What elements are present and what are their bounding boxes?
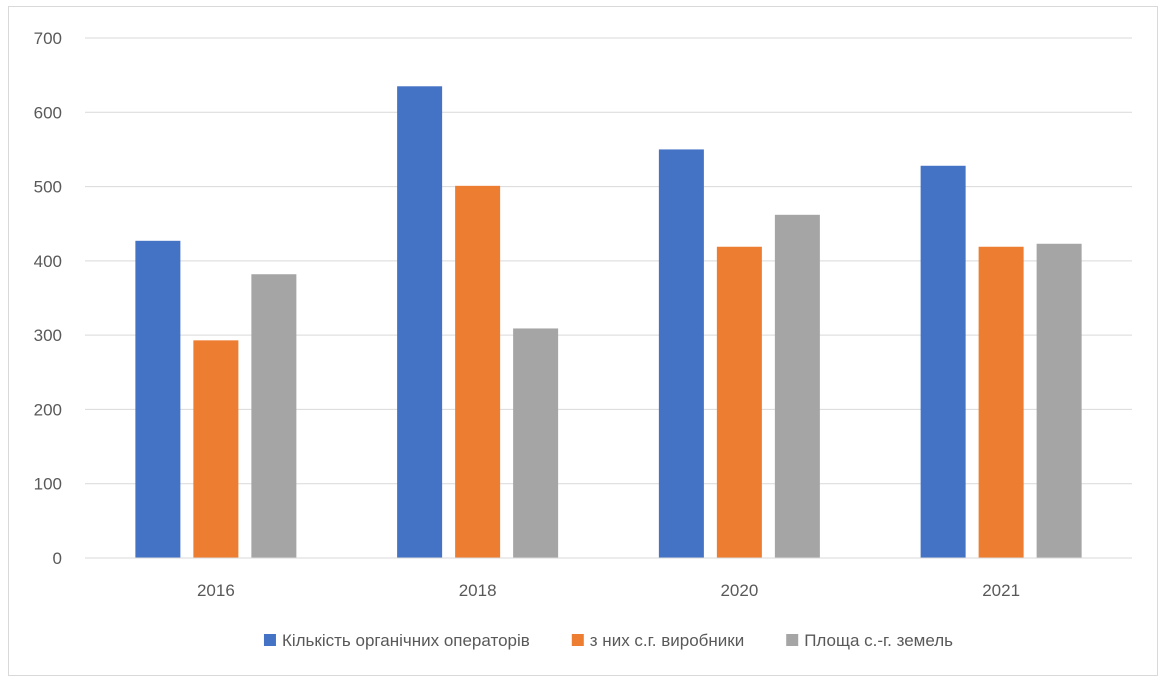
bar-2018-series-1 (397, 86, 443, 559)
y-tick-label: 600 (34, 103, 62, 122)
bar-2016-series-3 (251, 274, 297, 558)
x-tick-label: 2021 (982, 581, 1020, 600)
legend: Кількість органічних операторів з них с.г… (263, 631, 953, 650)
x-tick-label: 2016 (197, 581, 235, 600)
bar-2016-series-2 (193, 340, 239, 558)
bars (135, 86, 1082, 559)
x-tick-label: 2020 (720, 581, 758, 600)
y-tick-label: 400 (34, 252, 62, 271)
legend-swatch (263, 634, 276, 646)
y-tick-label: 100 (34, 475, 62, 494)
bar-2016-series-1 (135, 240, 181, 559)
bar-2021-series-3 (1036, 243, 1082, 558)
legend-item: Площа с.-г. земель (786, 631, 953, 650)
legend-item: з них с.г. виробники (571, 631, 744, 650)
bar-2021-series-1 (920, 165, 966, 558)
bar-2020-series-2 (716, 246, 762, 558)
bar-2021-series-2 (978, 246, 1024, 558)
bar-2020-series-3 (774, 214, 820, 559)
gridlines (85, 37, 1132, 485)
legend-label: Площа с.-г. земель (804, 631, 953, 650)
x-tick-label: 2018 (459, 581, 497, 600)
y-tick-label: 500 (34, 178, 62, 197)
bar-2018-series-3 (513, 328, 559, 558)
legend-label: з них с.г. виробники (590, 631, 744, 650)
y-axis-tick-labels: 0 100 200 300 400 500 600 700 (34, 29, 62, 568)
legend-swatch (786, 634, 799, 646)
legend-label: Кількість органічних операторів (282, 631, 530, 650)
y-tick-label: 0 (53, 549, 62, 568)
x-axis-tick-labels: 2016 2018 2020 2021 (197, 581, 1020, 600)
y-tick-label: 200 (34, 400, 62, 419)
bar-2020-series-1 (658, 149, 704, 558)
y-tick-label: 700 (34, 29, 62, 48)
legend-item: Кількість органічних операторів (263, 631, 530, 650)
legend-swatch (571, 634, 584, 646)
bar-2018-series-2 (455, 185, 501, 559)
y-tick-label: 300 (34, 326, 62, 345)
